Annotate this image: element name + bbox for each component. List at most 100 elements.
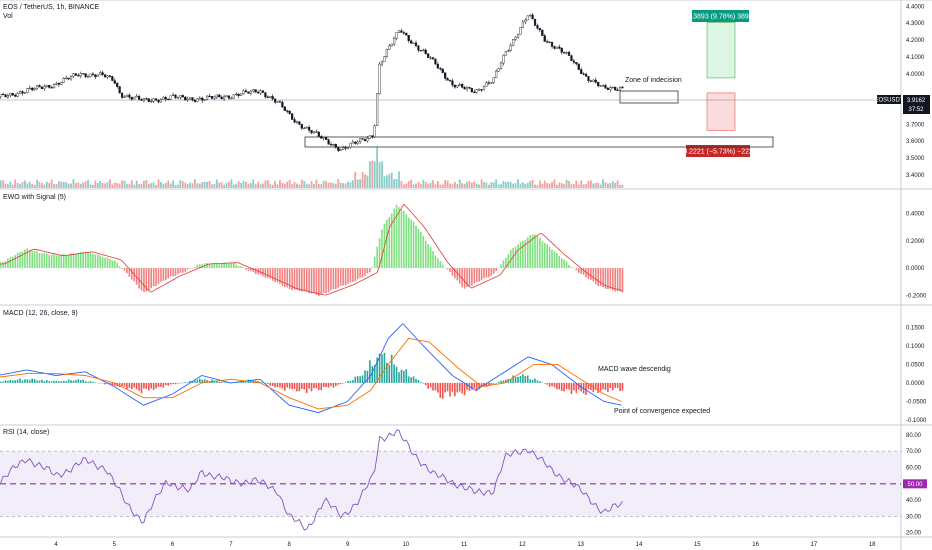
volume-bar [143, 180, 145, 188]
volume-bar [220, 182, 223, 188]
ewo-bar [72, 253, 75, 269]
candle-body [244, 90, 248, 92]
macd-bar [318, 382, 320, 390]
volume-bar [308, 184, 311, 188]
volume-bar [551, 181, 553, 188]
ewo-bar [201, 264, 204, 269]
time-axis-tick: 11 [461, 542, 468, 548]
volume-bar [206, 181, 208, 188]
stop-zone[interactable] [706, 92, 736, 131]
target-zone[interactable] [706, 22, 736, 79]
ewo-bar [582, 268, 585, 275]
volume-bar [594, 182, 597, 188]
volume-bar [60, 181, 63, 188]
volume-bar [157, 179, 160, 188]
volume-bar [587, 180, 590, 188]
macd-bar [594, 382, 597, 390]
macd-bar [325, 382, 327, 388]
macd-bar [541, 382, 544, 384]
price-axis-tick: -0.0500 [906, 399, 927, 405]
candle-body [465, 87, 469, 90]
volume-bar [145, 179, 148, 188]
candle-body [492, 77, 495, 83]
ewo-bar [454, 268, 456, 279]
candle-body [558, 46, 561, 49]
macd-bar [424, 382, 427, 386]
ewo-bar [556, 252, 558, 269]
volume-bar [517, 179, 519, 188]
ewo-bar [96, 254, 99, 269]
ewo-bar [463, 268, 466, 289]
macd-bar [104, 382, 106, 385]
ewo-bar [420, 231, 422, 269]
volume-bar [405, 183, 408, 188]
volume-bar [247, 183, 250, 188]
time-axis[interactable]: 4 5 6 7 8 9 10 11 12 13 14 15 16 17 18 [54, 542, 876, 548]
candle-body [473, 91, 476, 93]
candle-body [120, 92, 124, 98]
long-position-tool[interactable]: 0.3893 (9.78%) 3893 −0.2221 (−5.73%) −22… [679, 10, 757, 157]
support-box[interactable] [304, 136, 774, 148]
volume-bar [208, 181, 211, 188]
ewo-bar [104, 257, 106, 269]
macd-bar [410, 377, 412, 383]
candle-body [247, 91, 250, 94]
macd-bar [288, 382, 291, 389]
ewo-bar [262, 268, 264, 277]
macd-bar [495, 382, 497, 384]
ewo-bar [199, 264, 201, 269]
macd-bar [138, 382, 140, 391]
macd-bar [616, 382, 619, 388]
volume-bar [11, 184, 14, 188]
ewo-bar [407, 217, 410, 269]
ewo-bar [279, 268, 281, 284]
volume-bar [84, 181, 87, 188]
volume-bar [538, 180, 541, 188]
volume-bar [164, 183, 167, 188]
macd-bar [303, 382, 306, 390]
volume-bar [322, 180, 325, 188]
macd-bar [400, 369, 403, 383]
ewo-bar [164, 268, 167, 281]
volume-bar [570, 183, 573, 188]
candle-body [361, 138, 364, 140]
candle-body [137, 95, 141, 100]
candle-body [308, 127, 311, 131]
macd-bar [539, 381, 541, 383]
macd-bar [480, 382, 483, 387]
candle-body [40, 86, 44, 90]
volume-bar [252, 179, 255, 188]
macd-bar [4, 380, 7, 383]
ewo-bar [522, 240, 524, 269]
candle-body [72, 73, 75, 77]
volume-bar [203, 181, 206, 188]
stop-label: −0.2221 (−5.73%) −2221 [679, 149, 757, 156]
volume-bar [429, 182, 432, 188]
volume-bar [92, 184, 94, 188]
ewo-bar [519, 241, 522, 269]
candle-body [77, 75, 80, 77]
candle-body [254, 89, 257, 93]
candle-body [310, 130, 313, 134]
rsi-value-tag: 50.00 [903, 479, 927, 489]
candle-body [434, 58, 437, 65]
macd-bar [24, 379, 26, 383]
indecision-box[interactable] [619, 90, 679, 104]
ewo-bar [208, 264, 211, 269]
candle-body [548, 41, 551, 43]
candle-body [371, 135, 374, 138]
candle-body [86, 76, 90, 78]
candle-body [9, 93, 12, 96]
candle-body [23, 92, 27, 94]
candle-body [257, 92, 260, 94]
candle-body [611, 86, 614, 89]
macd-bar [327, 382, 330, 388]
candle-body [198, 97, 201, 100]
ewo-bar [393, 208, 395, 269]
price-axis[interactable]: 4.40004.30004.20004.10004.00003.80003.70… [906, 4, 927, 536]
candle-body [393, 38, 396, 45]
time-axis-tick: 7 [229, 542, 233, 548]
ewo-bar [308, 268, 310, 294]
volume-bar [342, 183, 345, 188]
